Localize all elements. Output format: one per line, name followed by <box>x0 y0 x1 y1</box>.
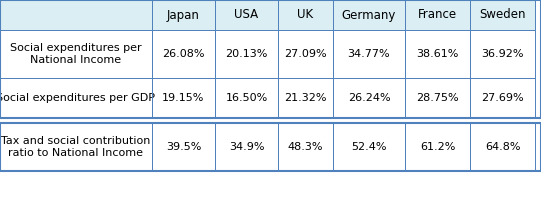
Text: 34.9%: 34.9% <box>229 142 264 152</box>
Bar <box>405 30 470 78</box>
Bar <box>0 123 152 171</box>
Bar <box>0 0 152 30</box>
Bar <box>470 78 535 118</box>
Text: 26.24%: 26.24% <box>348 93 390 103</box>
Bar <box>405 78 470 118</box>
Bar <box>333 123 405 171</box>
Bar <box>333 0 405 30</box>
Bar <box>215 0 278 30</box>
Bar <box>278 0 333 30</box>
Text: 52.4%: 52.4% <box>351 142 387 152</box>
Bar <box>0 30 152 78</box>
Bar <box>215 78 278 118</box>
Text: Sweden: Sweden <box>479 9 526 22</box>
Text: UK: UK <box>298 9 314 22</box>
Text: 16.50%: 16.50% <box>226 93 268 103</box>
Bar <box>0 123 541 171</box>
Text: 27.69%: 27.69% <box>481 93 524 103</box>
Text: Social expenditures per
National Income: Social expenditures per National Income <box>10 43 142 65</box>
Text: 48.3%: 48.3% <box>288 142 324 152</box>
Text: USA: USA <box>234 9 259 22</box>
Bar <box>215 123 278 171</box>
Bar <box>333 30 405 78</box>
Text: 36.92%: 36.92% <box>481 49 524 59</box>
Text: 61.2%: 61.2% <box>420 142 455 152</box>
Text: 21.32%: 21.32% <box>284 93 327 103</box>
Bar <box>152 0 215 30</box>
Text: Germany: Germany <box>342 9 396 22</box>
Text: 28.75%: 28.75% <box>416 93 459 103</box>
Bar <box>278 30 333 78</box>
Bar <box>152 30 215 78</box>
Text: 26.08%: 26.08% <box>162 49 204 59</box>
Text: Social expenditures per GDP: Social expenditures per GDP <box>0 93 155 103</box>
Bar <box>278 78 333 118</box>
Bar <box>215 30 278 78</box>
Bar <box>278 123 333 171</box>
Text: 38.61%: 38.61% <box>417 49 459 59</box>
Text: 20.13%: 20.13% <box>225 49 268 59</box>
Bar <box>333 78 405 118</box>
Bar <box>470 30 535 78</box>
Bar <box>152 123 215 171</box>
Text: 19.15%: 19.15% <box>162 93 204 103</box>
Bar <box>0 0 541 118</box>
Text: 39.5%: 39.5% <box>166 142 201 152</box>
Bar <box>0 78 152 118</box>
Text: 34.77%: 34.77% <box>348 49 390 59</box>
Bar <box>470 0 535 30</box>
Text: 27.09%: 27.09% <box>284 49 327 59</box>
Text: Japan: Japan <box>167 9 200 22</box>
Bar <box>470 123 535 171</box>
Bar <box>152 78 215 118</box>
Text: France: France <box>418 9 457 22</box>
Text: 64.8%: 64.8% <box>485 142 520 152</box>
Bar <box>405 0 470 30</box>
Bar <box>405 123 470 171</box>
Text: Tax and social contribution
ratio to National Income: Tax and social contribution ratio to Nat… <box>1 136 151 158</box>
